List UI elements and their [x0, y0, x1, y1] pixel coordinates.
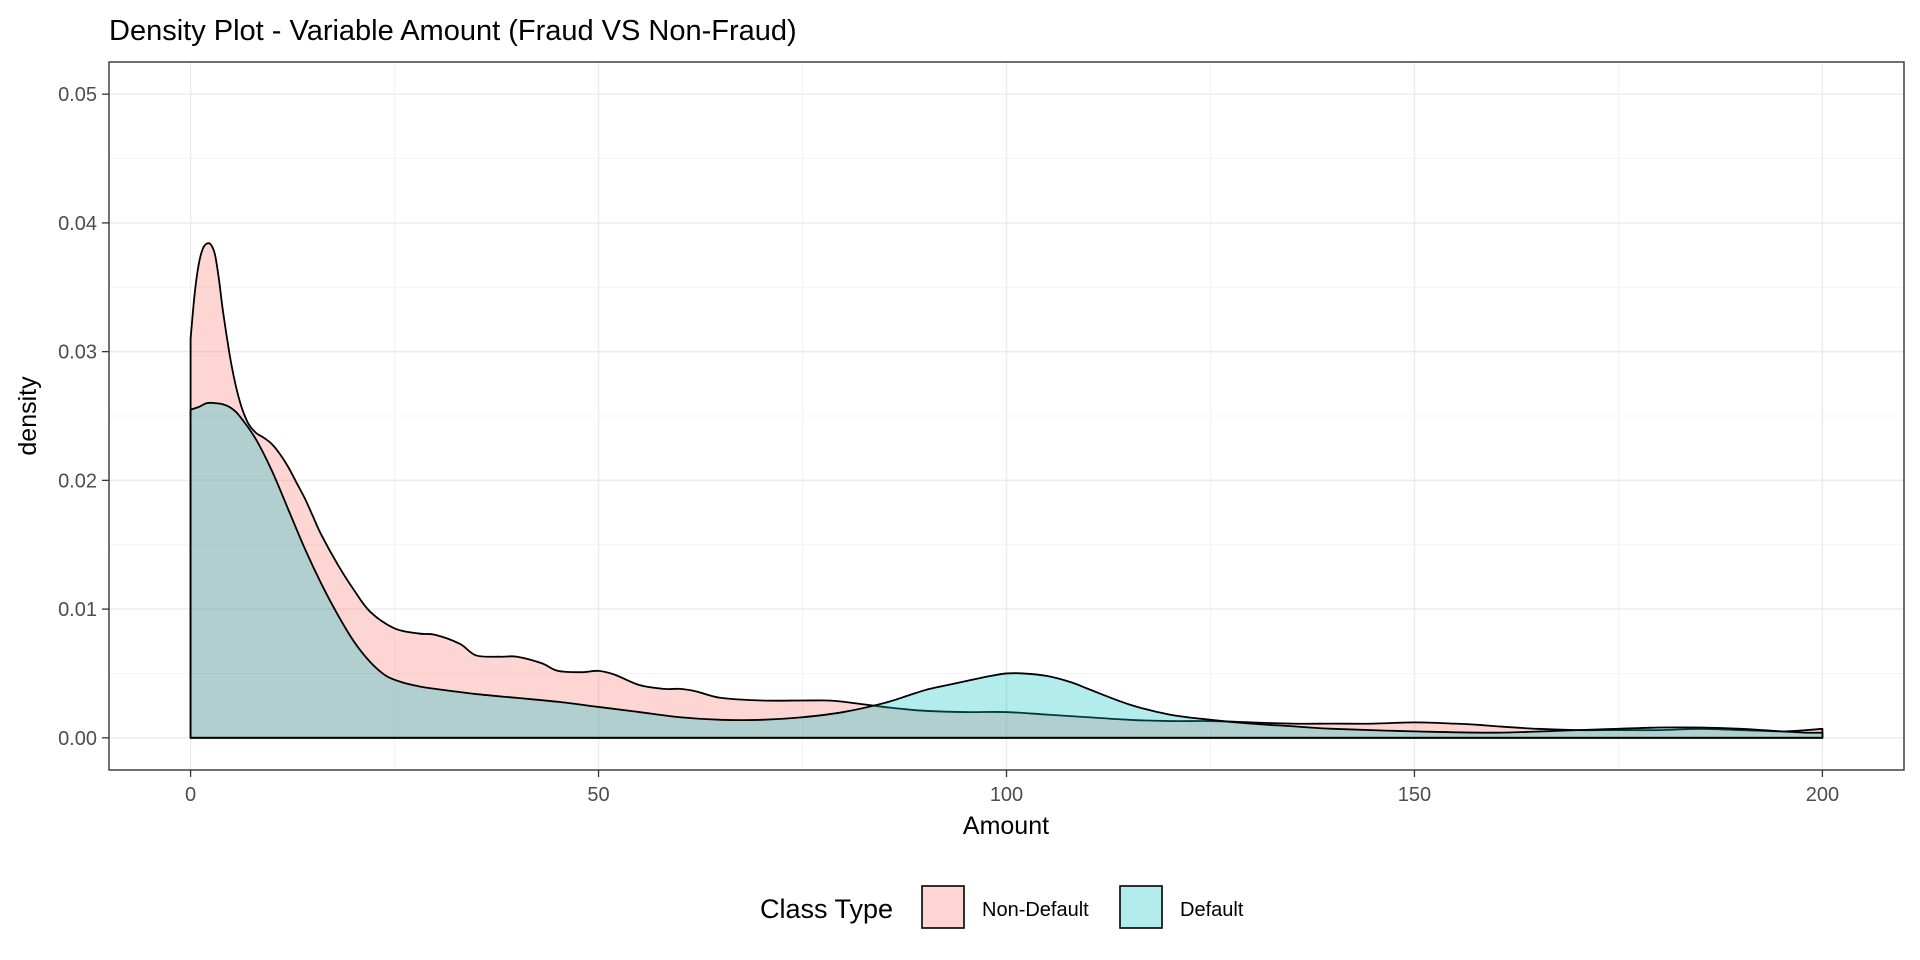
legend-key-default — [1119, 885, 1163, 929]
x-tick-label: 200 — [1806, 784, 1839, 806]
x-tick-label: 50 — [587, 784, 609, 806]
density-area-non-default — [189, 242, 1824, 739]
y-tick-label: 0.02 — [58, 470, 97, 492]
x-tick-label: 100 — [990, 784, 1023, 806]
legend-title: Class Type — [760, 894, 893, 924]
y-axis-title: density — [14, 376, 42, 456]
legend: Class Type Non-Default Default — [760, 885, 1244, 929]
legend-label-non-default: Non-Default — [982, 899, 1089, 921]
legend-label-default: Default — [1180, 899, 1244, 921]
y-tick-label: 0.00 — [58, 728, 97, 750]
x-axis: 0 50 100 150 200 — [185, 770, 1839, 806]
x-tick-label: 150 — [1398, 784, 1431, 806]
x-tick-label: 0 — [185, 784, 196, 806]
legend-key-non-default — [921, 885, 965, 929]
density-areas — [189, 242, 1824, 739]
x-axis-title: Amount — [963, 812, 1049, 840]
y-tick-label: 0.03 — [58, 342, 97, 364]
y-tick-label: 0.05 — [58, 84, 97, 106]
y-tick-label: 0.04 — [58, 213, 97, 235]
density-area-default — [189, 401, 1824, 739]
y-tick-label: 0.01 — [58, 599, 97, 621]
y-axis: 0.00 0.01 0.02 0.03 0.04 0.05 — [58, 84, 109, 750]
chart-title: Density Plot - Variable Amount (Fraud VS… — [109, 15, 797, 47]
